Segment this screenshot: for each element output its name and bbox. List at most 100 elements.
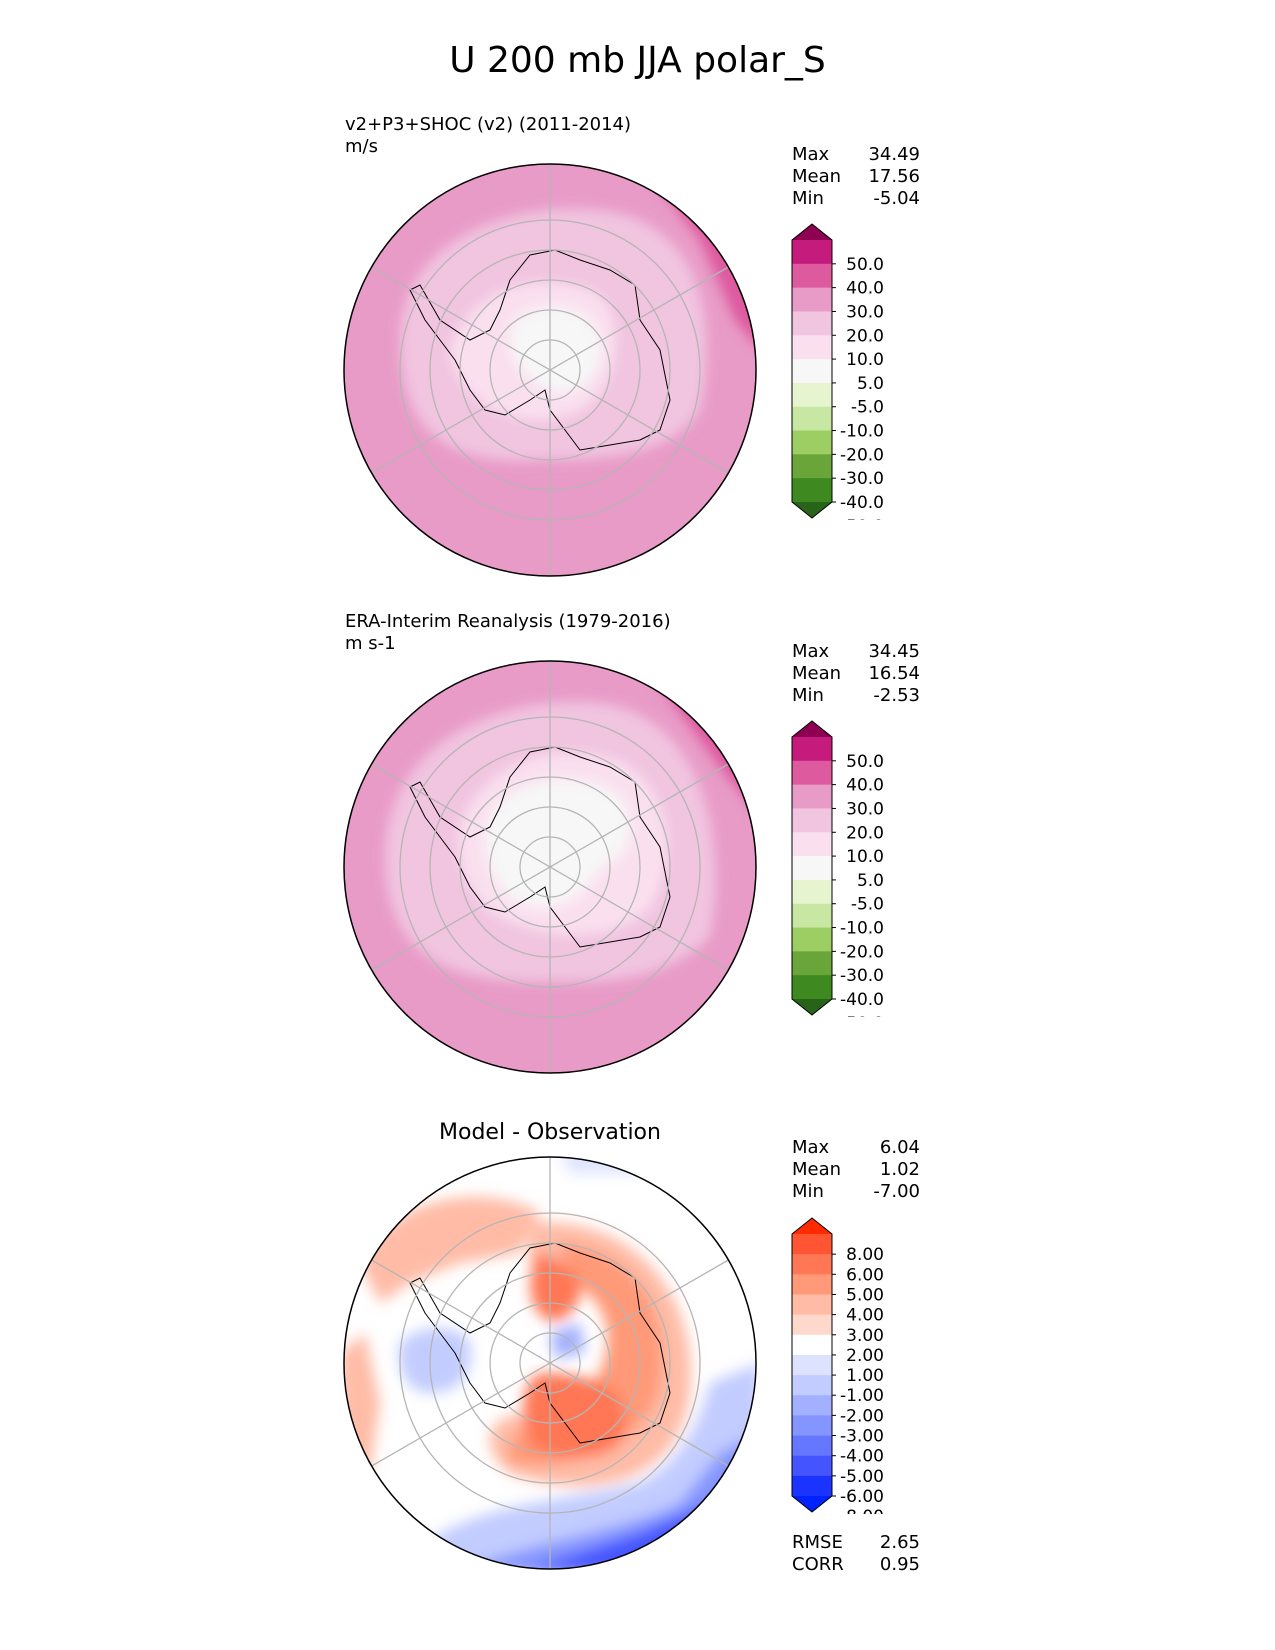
colorbar-segment <box>792 382 832 408</box>
stat-max: Max 6.04 <box>792 1137 920 1158</box>
colorbar-tick-label: 5.0 <box>857 374 884 394</box>
colorbar-tick-label: -6.00 <box>840 1487 884 1507</box>
colorbar-segment <box>792 1314 832 1336</box>
colorbar-extend-bottom <box>792 999 832 1015</box>
panel3-map <box>343 1156 757 1570</box>
panel2-stats: Max 34.45 Mean 16.54 Min -2.53 <box>792 641 920 707</box>
colorbar-tick-label: -2.00 <box>840 1406 884 1426</box>
colorbar-tick-label: 20.0 <box>846 326 884 346</box>
colorbar-segment <box>792 311 832 336</box>
colorbar-tick-label: -5.0 <box>851 398 884 418</box>
colorbar-tick-label: 5.0 <box>857 871 884 891</box>
colorbar-segment <box>792 430 832 455</box>
colorbar-tick-label: 3.00 <box>846 1326 884 1346</box>
colorbar-segment <box>792 856 832 881</box>
colorbar-tick-label: -30.0 <box>840 966 884 986</box>
colorbar-tick-label: -30.0 <box>840 469 884 489</box>
panel2-units: m s-1 <box>345 633 396 654</box>
colorbar-extend-top <box>792 224 832 240</box>
colorbar-tick-label: 40.0 <box>846 279 884 299</box>
colorbar-segment <box>792 1334 832 1356</box>
colorbar-segment <box>792 1354 832 1376</box>
stat-min: Min -7.00 <box>792 1181 920 1202</box>
colorbar-segment <box>792 1395 832 1416</box>
colorbar-segment <box>792 832 832 857</box>
colorbar-segment <box>792 975 832 1000</box>
colorbar-segment <box>792 784 832 809</box>
panel1-stats: Max 34.49 Mean 17.56 Min -5.04 <box>792 144 920 210</box>
colorbar-tick-label: 40.0 <box>846 776 884 796</box>
stat-mean: Mean 16.54 <box>792 663 920 684</box>
colorbar-segment <box>792 240 832 265</box>
colorbar-tick-label: 30.0 <box>846 302 884 322</box>
colorbar-segment <box>792 927 832 952</box>
graticule <box>371 661 729 1073</box>
stat-corr: CORR 0.95 <box>792 1554 920 1575</box>
panel2-map <box>343 660 757 1074</box>
colorbar-tick-label: 10.0 <box>846 847 884 867</box>
colorbar-extend-bottom <box>792 1496 832 1512</box>
colorbar-tick-label: 50.0 <box>846 752 884 772</box>
graticule <box>371 164 729 576</box>
colorbar-tick-label: 4.00 <box>846 1306 884 1326</box>
colorbar-segment <box>792 737 832 762</box>
panel3-stats: Max 6.04 Mean 1.02 Min -7.00 <box>792 1137 920 1203</box>
stat-min: Min -2.53 <box>792 685 920 706</box>
colorbar-tick-label: -1.00 <box>840 1386 884 1406</box>
stat-mean: Mean 1.02 <box>792 1159 920 1180</box>
colorbar-tick-label: -5.0 <box>851 895 884 915</box>
colorbar-segment <box>792 1294 832 1316</box>
panel2-subtitle: ERA-Interim Reanalysis (1979-2016) <box>345 611 671 632</box>
colorbar-tick-label: -40.0 <box>840 493 884 513</box>
colorbar-tick-label: -5.00 <box>840 1467 884 1487</box>
panel3-title: Model - Observation <box>439 1120 661 1145</box>
figure-title: U 200 mb JJA polar_S <box>449 40 826 81</box>
colorbar-tick-label: 2.00 <box>846 1346 884 1366</box>
colorbar-segment <box>792 478 832 503</box>
colorbar-tick-label: 6.00 <box>846 1265 884 1285</box>
colorbar-tick-label: 30.0 <box>846 799 884 819</box>
panel1-map <box>343 163 757 577</box>
colorbar-segment <box>792 951 832 976</box>
colorbar-tick-label: -3.00 <box>840 1427 884 1447</box>
colorbar-tick-label: -10.0 <box>840 422 884 442</box>
panel3-colorbar: 8.006.005.004.003.002.001.00-1.00-2.00-3… <box>791 1217 884 1514</box>
graticule <box>371 1157 729 1569</box>
colorbar-segment <box>792 1415 832 1437</box>
colorbar-segment <box>792 1234 832 1255</box>
stat-rmse: RMSE 2.65 <box>792 1532 920 1553</box>
colorbar-segment <box>792 1375 832 1396</box>
colorbar-segment <box>792 335 832 360</box>
panel1-subtitle: v2+P3+SHOC (v2) (2011-2014) <box>345 114 632 135</box>
colorbar-tick-label: 50.0 <box>846 255 884 275</box>
colorbar-tick-label: 1.00 <box>846 1366 884 1386</box>
colorbar-tick-label: -50.0 <box>840 1014 884 1017</box>
colorbar-tick-label: 8.00 <box>846 1245 884 1265</box>
colorbar-tick-label: -50.0 <box>840 517 884 520</box>
colorbar-tick-label: -20.0 <box>840 942 884 962</box>
colorbar-segment <box>792 359 832 384</box>
colorbar-tick-label: -8.00 <box>840 1507 884 1514</box>
colorbar-segment <box>792 287 832 312</box>
colorbar-segment <box>792 879 832 905</box>
colorbar-segment <box>792 263 832 289</box>
colorbar-tick-label: -10.0 <box>840 919 884 939</box>
stat-max: Max 34.49 <box>792 144 920 165</box>
stat-max: Max 34.45 <box>792 641 920 662</box>
colorbar-segment <box>792 406 832 432</box>
colorbar-segment <box>792 903 832 929</box>
colorbar-extend-bottom <box>792 502 832 518</box>
colorbar-segment <box>792 1455 832 1477</box>
colorbar-segment <box>792 454 832 479</box>
panel2-colorbar: 50.0 40.0 30.0 20.0 10.0 5.0 -5.0 -10.0 -20.0 -30… <box>791 720 884 1017</box>
stat-min: Min -5.04 <box>792 188 920 209</box>
panel1-colorbar: 50.0 40.0 30.0 20.0 10.0 5.0 -5.0 -10.0 -20.0 -30… <box>791 223 884 520</box>
colorbar-tick-label: 10.0 <box>846 350 884 370</box>
colorbar-segment <box>792 808 832 833</box>
colorbar-segment <box>792 1254 832 1275</box>
stat-mean: Mean 17.56 <box>792 166 920 187</box>
panel1-units: m/s <box>345 136 378 157</box>
colorbar-segment <box>792 1475 832 1497</box>
colorbar-tick-label: 5.00 <box>846 1285 884 1305</box>
colorbar-tick-label: -20.0 <box>840 445 884 465</box>
